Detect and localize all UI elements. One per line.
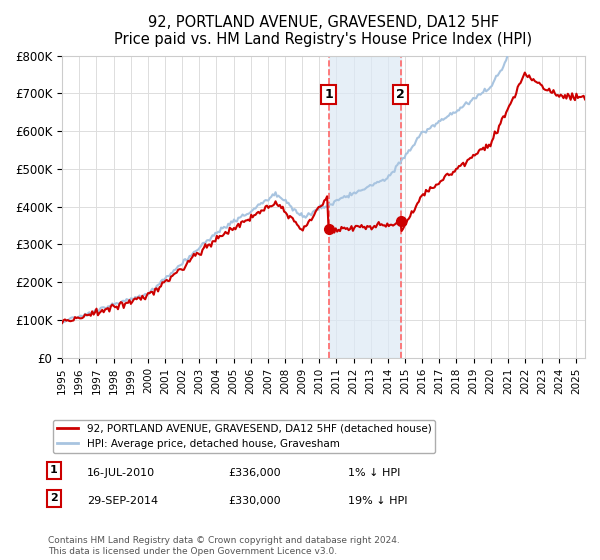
Text: 1: 1	[324, 88, 333, 101]
Text: 1% ↓ HPI: 1% ↓ HPI	[348, 468, 400, 478]
Text: 29-SEP-2014: 29-SEP-2014	[87, 496, 158, 506]
Text: 2: 2	[397, 88, 405, 101]
Bar	[329, 55, 401, 358]
Title: 92, PORTLAND AVENUE, GRAVESEND, DA12 5HF
Price paid vs. HM Land Registry's House: 92, PORTLAND AVENUE, GRAVESEND, DA12 5HF…	[115, 15, 533, 48]
Text: 1: 1	[50, 465, 58, 475]
Legend: 92, PORTLAND AVENUE, GRAVESEND, DA12 5HF (detached house), HPI: Average price, d: 92, PORTLAND AVENUE, GRAVESEND, DA12 5HF…	[53, 419, 436, 453]
Text: 16-JUL-2010: 16-JUL-2010	[87, 468, 155, 478]
Text: 19% ↓ HPI: 19% ↓ HPI	[348, 496, 407, 506]
Text: £330,000: £330,000	[228, 496, 281, 506]
Text: Contains HM Land Registry data © Crown copyright and database right 2024.
This d: Contains HM Land Registry data © Crown c…	[48, 536, 400, 556]
Text: £336,000: £336,000	[228, 468, 281, 478]
Text: 2: 2	[50, 493, 58, 503]
